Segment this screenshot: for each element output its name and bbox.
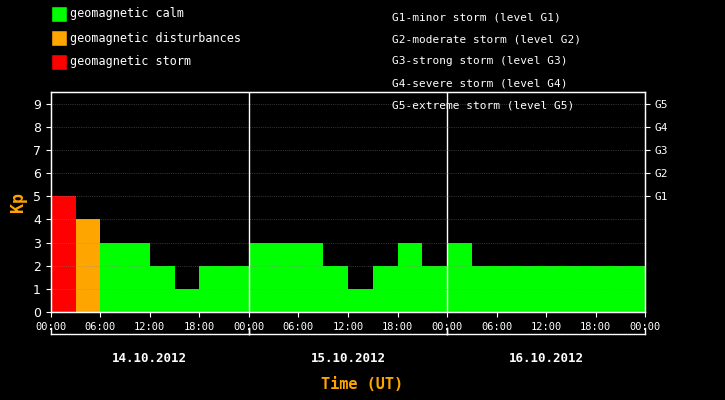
Text: G4-severe storm (level G4): G4-severe storm (level G4) — [392, 78, 567, 88]
Text: G2-moderate storm (level G2): G2-moderate storm (level G2) — [392, 34, 581, 44]
Text: geomagnetic calm: geomagnetic calm — [70, 8, 184, 20]
Bar — [348, 289, 373, 312]
Text: 16.10.2012: 16.10.2012 — [509, 352, 584, 365]
Bar — [546, 266, 571, 312]
Bar — [100, 242, 125, 312]
Bar — [422, 266, 447, 312]
Bar — [299, 242, 323, 312]
Bar — [224, 266, 249, 312]
Bar — [472, 266, 497, 312]
Text: geomagnetic disturbances: geomagnetic disturbances — [70, 32, 241, 44]
Bar — [125, 242, 150, 312]
Bar — [521, 266, 546, 312]
Bar — [150, 266, 175, 312]
Text: 15.10.2012: 15.10.2012 — [310, 352, 386, 365]
Text: 14.10.2012: 14.10.2012 — [112, 352, 187, 365]
Bar — [571, 266, 596, 312]
Y-axis label: Kp: Kp — [9, 192, 28, 212]
Bar — [447, 242, 472, 312]
Text: G3-strong storm (level G3): G3-strong storm (level G3) — [392, 56, 567, 66]
Bar — [596, 266, 621, 312]
Bar — [175, 289, 199, 312]
Bar — [199, 266, 224, 312]
Bar — [621, 266, 645, 312]
Text: G1-minor storm (level G1): G1-minor storm (level G1) — [392, 12, 560, 22]
Bar — [397, 242, 422, 312]
Bar — [249, 242, 273, 312]
Bar — [497, 266, 521, 312]
Bar — [273, 242, 299, 312]
Text: G5-extreme storm (level G5): G5-extreme storm (level G5) — [392, 100, 573, 110]
Bar — [75, 219, 100, 312]
Text: geomagnetic storm: geomagnetic storm — [70, 56, 191, 68]
Bar — [323, 266, 348, 312]
Text: Time (UT): Time (UT) — [321, 377, 404, 392]
Bar — [51, 196, 75, 312]
Bar — [373, 266, 397, 312]
